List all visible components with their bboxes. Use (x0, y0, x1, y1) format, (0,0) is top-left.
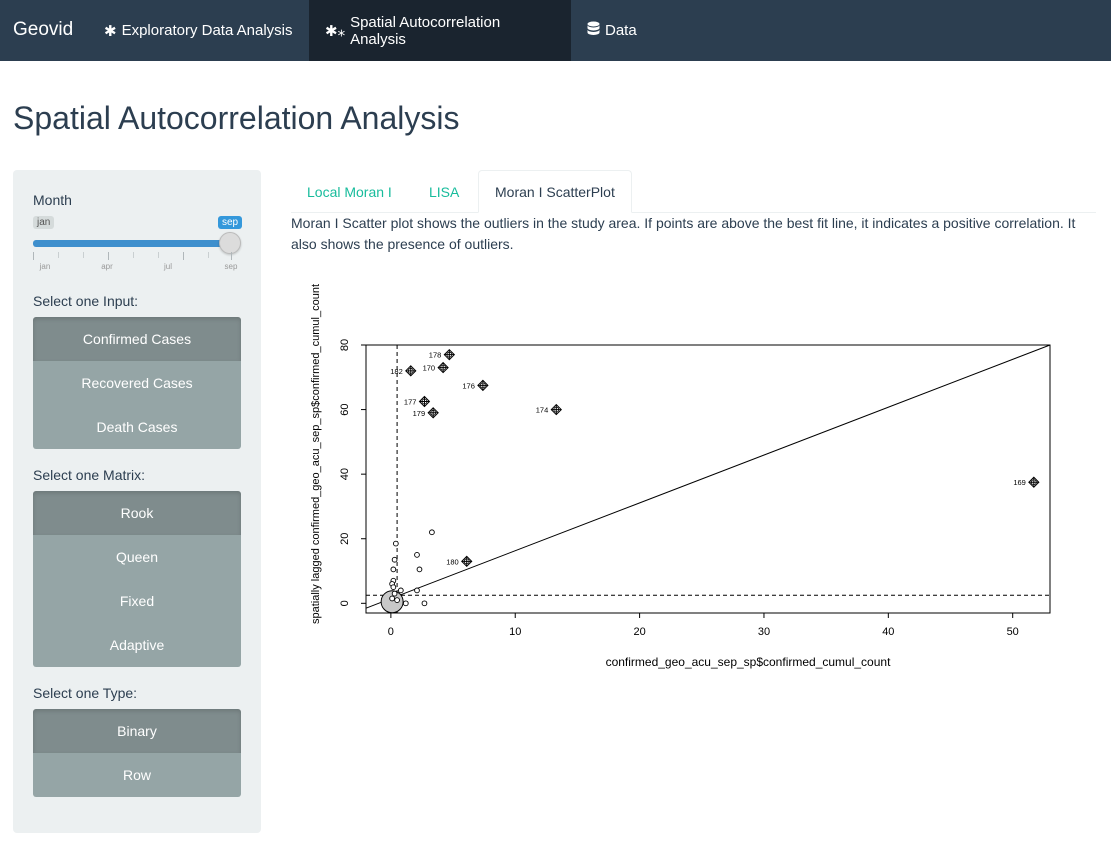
brand-title[interactable]: Geovid (13, 19, 74, 40)
data-point (391, 590, 398, 597)
influential-point (461, 555, 473, 568)
y-tick-label: 80 (339, 339, 351, 351)
description-text: Moran I Scatter plot shows the outliers … (291, 215, 1076, 252)
slider-ticks (33, 252, 233, 260)
sidebar-panel: Month jan sep jan apr jul sep Select one… (13, 170, 261, 833)
month-slider-handle[interactable] (219, 232, 241, 254)
y-tick-label: 60 (339, 403, 351, 415)
data-point (402, 600, 409, 607)
data-point (389, 595, 395, 602)
y-tick-label: 0 (339, 600, 351, 606)
influential-point (427, 407, 439, 419)
tab-moran-i-scatterplot[interactable]: Moran I ScatterPlot (478, 170, 632, 213)
influential-point (405, 365, 417, 377)
point-label: 177 (404, 398, 417, 407)
matrix-adaptive-button[interactable]: Adaptive (33, 623, 241, 667)
data-point (390, 566, 397, 573)
input-recovered-cases-button[interactable]: Recovered Cases (33, 361, 241, 405)
type-row-button[interactable]: Row (33, 753, 241, 797)
data-point (421, 600, 428, 607)
point-label: 182 (390, 367, 403, 376)
plot-frame (365, 344, 1051, 614)
point-label: 174 (536, 406, 549, 415)
slider-tick-label: jan (39, 262, 51, 271)
type-binary-button[interactable]: Binary (33, 709, 241, 753)
tab-lisa[interactable]: LISA (429, 183, 460, 200)
data-point (390, 584, 397, 591)
slider-tick-label: sep (224, 262, 238, 271)
navbar: Geovid ✱ Exploratory Data Analysis ✱⁎ Sp… (0, 0, 1111, 61)
x-axis-title: confirmed_geo_acu_sep_sp$confirmed_cumul… (606, 655, 892, 669)
tab-local-moran-i[interactable]: Local Moran I (307, 183, 392, 200)
gear-icon: ✱ (104, 22, 117, 40)
data-point (394, 597, 400, 603)
data-point (414, 552, 420, 558)
influential-point (418, 395, 431, 408)
slider-tick-label: apr (101, 262, 113, 271)
influential-point (437, 361, 449, 374)
point-label: 169 (1013, 478, 1026, 487)
point-cluster (380, 590, 404, 614)
input-confirmed-cases-button[interactable]: Confirmed Cases (33, 317, 241, 361)
x-tick-label: 50 (1007, 626, 1019, 638)
nav-label: Spatial Autocorrelation Analysis (350, 13, 501, 48)
database-icon (587, 21, 600, 40)
influential-point (1028, 476, 1040, 488)
matrix-queen-button[interactable]: Queen (33, 535, 241, 579)
nav-label: Exploratory Data Analysis (121, 22, 293, 39)
moran-scatter-plot: 0 10 20 30 40 50 0 20 40 60 80 confirmed_geo_acu_se… (310, 284, 1051, 669)
input-button-group: Confirmed Cases Recovered Cases Death Ca… (33, 317, 241, 449)
y-tick-label: 40 (339, 468, 351, 480)
type-button-group: Binary Row (33, 709, 241, 797)
type-label: Select one Type: (33, 685, 138, 701)
point-label: 179 (413, 409, 426, 418)
month-label: Month (33, 192, 72, 208)
x-tick-label: 0 (388, 626, 394, 638)
data-point (391, 556, 398, 563)
matrix-rook-button[interactable]: Rook (33, 491, 241, 535)
slider-value-tag: sep (218, 216, 243, 229)
point-label: 176 (462, 381, 475, 390)
nav-label: Data (605, 22, 637, 39)
data-point (392, 540, 399, 547)
y-tick-label: 20 (339, 533, 351, 545)
tab-bar: Local Moran I LISA Moran I ScatterPlot (291, 170, 1096, 213)
nav-exploratory-data-analysis[interactable]: ✱ Exploratory Data Analysis (88, 0, 309, 61)
fit-line (365, 344, 1051, 609)
slider-min-tag: jan (33, 216, 55, 229)
data-point (397, 587, 404, 594)
slider-tick-label: jul (163, 262, 173, 271)
input-death-cases-button[interactable]: Death Cases (33, 405, 241, 449)
influential-point (550, 403, 562, 416)
month-slider-track[interactable] (33, 240, 231, 247)
point-label: 178 (429, 351, 442, 360)
page-title: Spatial Autocorrelation Analysis (13, 100, 460, 136)
x-tick-label: 10 (509, 626, 521, 638)
gears-icon: ✱⁎ (325, 22, 346, 40)
influential-point (477, 379, 489, 392)
matrix-button-group: Rook Queen Fixed Adaptive (33, 491, 241, 667)
matrix-label: Select one Matrix: (33, 467, 146, 483)
data-point (429, 529, 435, 536)
influential-point (443, 348, 456, 361)
point-label: 180 (446, 557, 459, 566)
matrix-fixed-button[interactable]: Fixed (33, 579, 241, 623)
input-label: Select one Input: (33, 293, 139, 309)
nav-data[interactable]: Data (571, 0, 653, 61)
x-tick-label: 20 (633, 626, 645, 638)
data-point (414, 587, 420, 594)
nav-spatial-autocorrelation-analysis[interactable]: ✱⁎ Spatial Autocorrelation Analysis (309, 0, 571, 61)
x-tick-label: 40 (882, 626, 894, 638)
y-axis-title: spatially lagged confirmed_geo_acu_sep_s… (310, 284, 322, 624)
data-point (416, 566, 423, 573)
x-tick-label: 30 (758, 626, 770, 638)
point-label: 170 (423, 364, 436, 373)
